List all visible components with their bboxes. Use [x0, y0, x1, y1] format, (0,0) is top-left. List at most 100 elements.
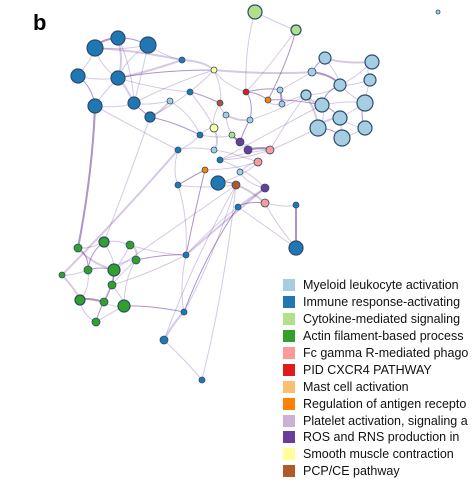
network-edge: [177, 169, 206, 186]
network-node: [110, 70, 126, 86]
network-edge: [225, 114, 251, 122]
network-edge: [94, 47, 183, 61]
network-edge: [169, 100, 201, 136]
network-node: [216, 99, 224, 107]
network-node: [235, 137, 245, 147]
network-edge: [183, 206, 239, 313]
network-edge: [267, 29, 297, 101]
legend-item: Actin filament-based process: [283, 328, 474, 345]
legend: Myeloid leukocyte activation Immune respo…: [283, 277, 474, 480]
network-edge: [181, 254, 187, 313]
legend-swatch: [283, 330, 295, 343]
network-edge: [177, 184, 237, 188]
network-edge: [237, 206, 297, 249]
network-edge: [185, 206, 239, 256]
network-edge: [213, 69, 313, 75]
network-edge: [249, 94, 307, 121]
legend-label: Immune response-activating: [303, 295, 461, 310]
network-node: [307, 67, 317, 77]
network-node: [210, 175, 226, 191]
network-node: [178, 56, 186, 64]
legend-label: Regulation of antigen recepto: [303, 396, 467, 411]
network-node: [166, 97, 174, 105]
network-node: [131, 255, 141, 265]
legend-label: Fc gamma R-mediated phago: [303, 346, 469, 360]
network-node: [110, 30, 126, 46]
network-node: [201, 166, 209, 174]
network-node: [107, 263, 121, 277]
network-edge: [61, 149, 179, 276]
legend-item: PCP/CE pathway: [283, 463, 474, 480]
legend-item: ROS and RNS production in: [283, 429, 474, 446]
legend-swatch: [283, 363, 295, 376]
network-edge: [103, 116, 151, 243]
network-node: [292, 201, 300, 209]
network-edge: [174, 149, 179, 186]
network-edge: [201, 184, 237, 381]
network-edge: [163, 339, 203, 381]
legend-label: Cytokine-mediated signaling: [303, 312, 461, 327]
legend-swatch: [283, 380, 295, 393]
legend-item: Smooth muscle contraction: [283, 446, 474, 463]
network-node: [332, 110, 348, 126]
network-node: [91, 317, 101, 327]
legend-label: ROS and RNS production in: [303, 430, 460, 445]
network-node: [86, 39, 104, 57]
network-node: [300, 89, 312, 101]
network-node: [210, 146, 218, 154]
network-edge: [149, 69, 215, 118]
network-node: [125, 240, 135, 250]
legend-swatch: [283, 279, 295, 292]
legend-label: Mast cell activation: [303, 379, 409, 394]
legend-swatch: [283, 397, 295, 410]
network-edge: [219, 104, 323, 161]
network-node: [309, 119, 327, 137]
network-node: [182, 251, 190, 259]
network-edge: [279, 71, 313, 91]
legend-swatch: [283, 313, 295, 326]
network-node: [265, 145, 275, 155]
network-node: [73, 243, 83, 253]
network-node: [196, 131, 204, 139]
network-edge: [133, 69, 215, 104]
network-node: [231, 180, 241, 190]
legend-swatch: [283, 296, 295, 309]
network-node: [314, 97, 330, 113]
legend-item: PID CXCR4 PATHWAY: [283, 361, 474, 378]
network-node: [107, 280, 117, 290]
network-node: [70, 68, 86, 84]
legend-item: Mast cell activation: [283, 378, 474, 395]
network-node: [357, 120, 373, 136]
network-node: [333, 78, 347, 92]
network-edge: [113, 184, 237, 271]
network-node: [333, 129, 351, 147]
network-node: [290, 24, 302, 36]
network-node: [260, 183, 270, 193]
legend-swatch: [283, 431, 295, 444]
network-edge: [219, 149, 271, 161]
network-edge: [94, 105, 179, 151]
network-node: [127, 96, 141, 110]
network-node: [186, 88, 194, 96]
network-node: [222, 111, 230, 119]
network-edge: [245, 88, 281, 93]
legend-label: Platelet activation, signaling a: [303, 413, 468, 428]
network-edge: [245, 29, 297, 93]
network-node: [234, 203, 242, 211]
network-edge: [163, 184, 237, 341]
network-edge: [264, 202, 297, 207]
network-edge: [239, 171, 266, 189]
network-edge: [117, 69, 215, 79]
network-node: [228, 131, 236, 139]
network-node: [139, 36, 157, 54]
network-edge: [111, 254, 187, 286]
network-node: [216, 156, 224, 164]
legend-label: Actin filament-based process: [303, 329, 464, 344]
network-edge: [117, 77, 191, 93]
network-node: [58, 271, 66, 279]
network-edge: [181, 59, 215, 71]
network-edge: [245, 11, 256, 93]
network-node: [98, 236, 110, 248]
network-node: [236, 168, 244, 176]
network-edge: [213, 69, 247, 93]
